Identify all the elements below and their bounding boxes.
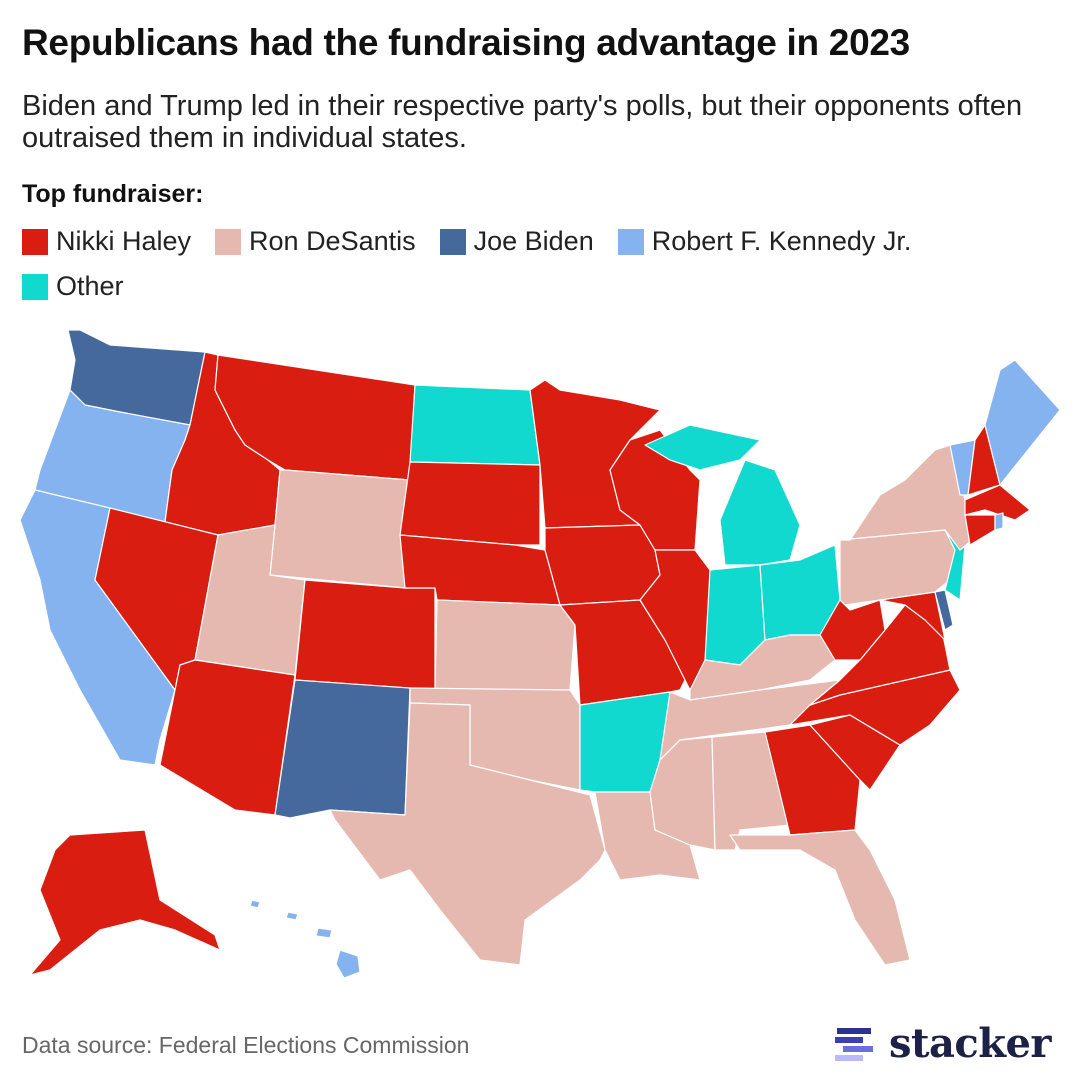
state-nd (409, 384, 541, 466)
legend-item-biden: Joe Biden (439, 226, 594, 257)
state-me (984, 359, 1061, 486)
data-source: Data source: Federal Elections Commissio… (22, 1032, 470, 1058)
state-az (159, 659, 296, 816)
legend-item-haley: Nikki Haley (22, 226, 191, 257)
state-ks (434, 599, 576, 691)
legend-item-desantis: Ron DeSantis (215, 226, 416, 257)
state-co (294, 579, 436, 691)
legend-swatch (22, 273, 48, 300)
legend-label: Ron DeSantis (249, 226, 416, 256)
stacker-logo-icon (835, 1027, 873, 1061)
state-hi (249, 899, 261, 909)
state-mi (644, 424, 761, 471)
legend-label: Joe Biden (473, 226, 594, 256)
state-ga (764, 724, 861, 836)
state-sd (399, 461, 541, 546)
state-ct (964, 514, 996, 546)
legend-label: Nikki Haley (56, 226, 192, 256)
state-ia (544, 524, 661, 606)
stacker-logo: stacker (835, 1020, 1052, 1067)
chart-subtitle: Biden and Trump led in their respective … (22, 90, 1023, 154)
logo-wordmark: stacker (889, 1020, 1052, 1067)
state-hi (335, 949, 361, 979)
state-mi (719, 459, 801, 566)
state-hi (315, 927, 333, 939)
legend-label: Robert F. Kennedy Jr. (651, 226, 912, 256)
state-tx (329, 702, 606, 966)
state-ri (994, 512, 1004, 531)
legend-swatch (215, 228, 242, 255)
state-nm (274, 679, 411, 819)
state-ak (29, 829, 221, 976)
chart-title: Republicans had the fundraising advantag… (22, 22, 910, 63)
legend-title: Top fundraiser: (22, 180, 204, 208)
legend-label: Other (56, 271, 124, 301)
legend-swatch (439, 228, 466, 255)
state-wy (269, 469, 411, 589)
legend: Nikki Haley Ron DeSantis Joe Biden Rober… (22, 226, 1062, 302)
state-fl (729, 829, 911, 966)
legend-item-rfk: Robert F. Kennedy Jr. (617, 226, 912, 257)
legend-swatch (617, 228, 644, 255)
legend-swatch (22, 228, 48, 255)
state-de (934, 589, 954, 631)
state-hi (285, 911, 299, 921)
legend-item-other: Other (22, 271, 1062, 302)
